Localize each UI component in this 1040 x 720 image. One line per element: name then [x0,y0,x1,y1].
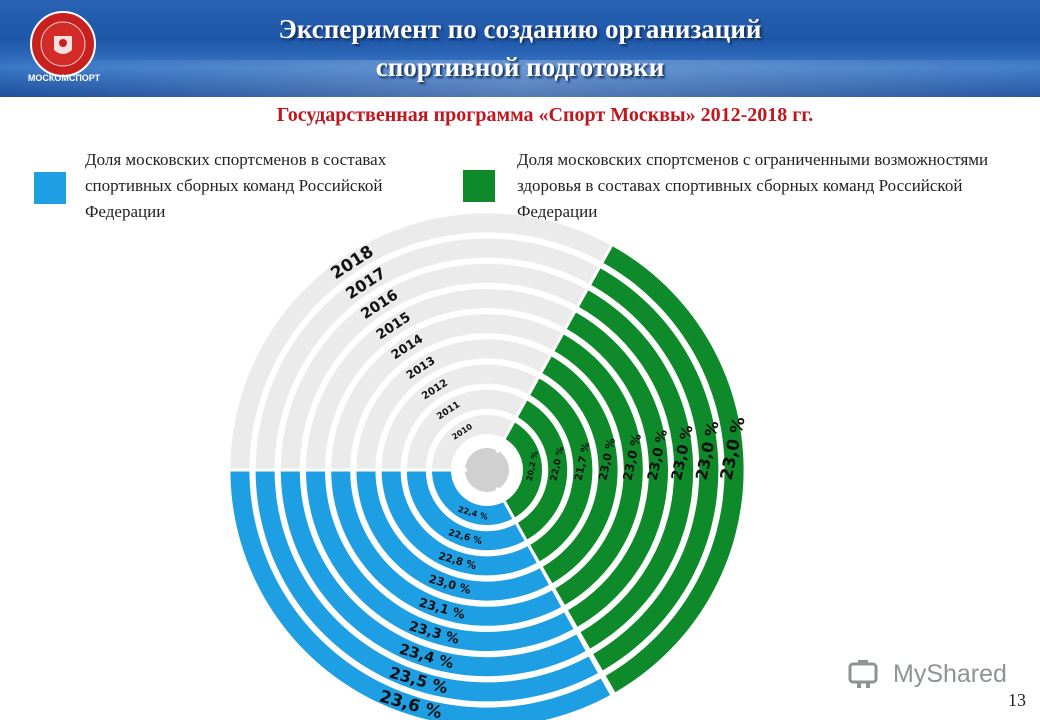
grey-ring-2011 [406,389,526,470]
green-bar-2011 [516,399,568,540]
green-bar-2017 [589,267,719,671]
legend-label-blue: Доля московских спортсменов в составах с… [85,150,387,221]
chart-center-disc [465,448,509,492]
green-bar-2015 [565,311,668,627]
grey-ring-2014 [331,314,563,470]
page-title: Эксперимент по созданию организаций спор… [160,10,880,86]
blue-bar-2010 [432,470,514,525]
blue-bar-2011 [406,470,526,551]
page-number: 13 [1008,690,1026,710]
green-bar-2014 [553,333,643,605]
title-line-2: спортивной подготовки [375,52,665,82]
legend-swatch-blue [34,172,66,204]
watermark-text: MyShared [893,660,1007,688]
blue-bar-2013 [356,470,551,601]
grey-ring-2012 [381,364,539,470]
grey-ring-2013 [356,339,551,470]
chart-rings [224,213,744,720]
header-wave [0,60,1040,97]
blue-bar-2012 [381,470,539,576]
sector-divider-1 [495,486,616,701]
blue-bar-2016 [280,470,587,677]
moskomsport-logo [30,11,96,77]
blue-bar-2014 [331,470,563,626]
chart-subtitle: Государственная программа «Спорт Москвы»… [276,104,814,126]
blue-bar-2017 [255,470,600,702]
blue-bar-2018 [230,470,612,720]
legend-swatch-green [463,170,495,202]
sector-divider-0 [495,239,616,454]
logo-label: МОСКОМСПОРТ [27,73,101,83]
grey-ring-2017 [255,238,600,470]
grey-ring-2016 [280,263,587,470]
watermark-icon [848,660,878,688]
green-bar-2013 [541,355,618,584]
title-line-1: Эксперимент по созданию организаций [278,14,762,44]
grey-ring-2010 [432,415,514,470]
green-bar-2012 [528,377,593,562]
blue-bar-2015 [306,470,575,651]
grey-ring-2015 [306,289,575,470]
grey-ring-2018 [230,213,612,470]
legend-label-green: Доля московских спортсменов с ограниченн… [517,150,989,221]
green-bar-2018 [602,245,744,693]
green-bar-2010 [504,421,542,518]
green-bar-2016 [577,289,694,649]
header-banner [0,0,1040,97]
